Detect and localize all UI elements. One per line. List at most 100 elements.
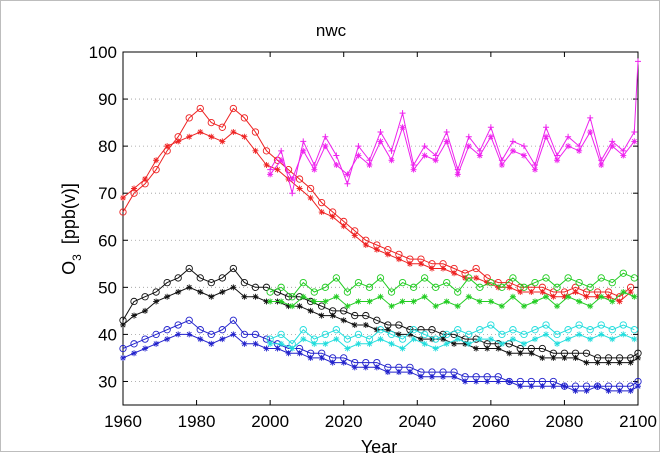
data-point [251,128,260,136]
data-point [373,316,381,324]
data-point [593,382,602,390]
series-line [270,333,635,350]
data-point [520,283,528,291]
data-point [266,288,274,296]
data-point [583,387,590,394]
data-point [340,359,347,366]
data-point [142,345,149,352]
data-point [164,143,171,150]
data-point [583,293,590,300]
data-point [230,129,237,136]
y-axis-label-main: O [59,261,79,275]
data-point [344,345,351,352]
data-point [538,344,547,353]
series-2 [120,129,634,305]
data-point [376,326,385,334]
data-point [354,278,363,287]
data-point [366,340,373,347]
data-point [410,166,417,173]
data-point [506,284,513,291]
data-point [296,303,303,310]
series-10 [120,331,641,394]
data-point [152,288,160,296]
data-point [451,270,458,277]
data-point [317,198,326,207]
data-point [473,274,480,281]
data-point [362,364,369,371]
data-point [520,152,527,159]
data-point [572,289,579,296]
data-point [476,283,484,291]
data-point [594,383,601,390]
data-point [219,289,226,296]
data-point [609,336,616,343]
data-point [495,284,502,291]
x-tick-label: 2000 [251,412,289,431]
data-point [476,336,483,343]
data-point [186,284,193,291]
data-point [428,326,436,334]
data-point [598,331,605,338]
data-point [587,129,594,136]
data-point [539,354,546,361]
data-point [142,176,149,183]
data-point [351,321,358,328]
series-line [270,291,635,307]
data-point [417,336,424,343]
data-point [572,387,579,394]
data-point [509,138,516,145]
data-point [344,180,351,187]
data-point [230,284,237,291]
axis-ticks: 1960 1980 2000 2020 2040 2060 2080 2100 30 40 50 60… [89,43,657,431]
data-point [543,133,550,140]
data-point [398,335,407,343]
data-point [131,185,138,192]
data-point [627,387,634,394]
data-point [185,264,193,273]
data-point [207,278,215,287]
data-point [130,297,138,306]
data-point [598,293,605,300]
data-point [263,161,270,168]
series-12 [267,331,638,352]
data-point [465,133,472,140]
data-point [296,350,303,357]
data-point [354,330,363,339]
y-axis-label-sub: 3 [70,254,84,261]
data-point [565,133,572,140]
data-point [631,336,638,343]
data-point [278,298,285,305]
data-point [340,223,347,230]
data-point [462,378,469,385]
series-line [122,267,639,359]
data-point [230,331,237,338]
data-point [454,171,461,178]
data-point [130,340,138,348]
data-point [207,118,215,127]
data-point [586,283,594,291]
data-point [274,166,281,173]
data-point [299,278,307,287]
x-tick-label: 2100 [619,412,657,431]
y-tick-label: 30 [98,372,117,391]
data-point [473,345,480,352]
data-point [440,265,447,272]
data-point [131,350,138,357]
series-line [122,107,631,298]
data-point [218,123,226,131]
data-point [351,232,358,239]
data-point [451,373,458,380]
data-point [278,157,285,164]
data-point [196,326,204,334]
data-point [377,336,384,343]
data-point [498,161,505,168]
data-point [406,369,413,376]
data-point [598,161,605,168]
data-point [197,129,204,136]
data-point [240,330,249,339]
data-point [509,336,516,343]
data-point [373,246,380,253]
data-point [620,289,627,296]
